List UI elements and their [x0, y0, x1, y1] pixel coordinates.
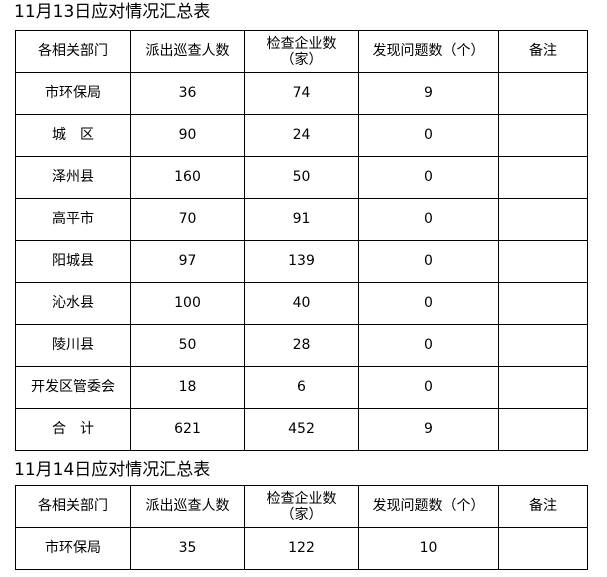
column-header: 派出巡查人数: [130, 485, 245, 528]
table-cell: 0: [358, 366, 499, 409]
table-cell: 28: [244, 324, 359, 367]
column-header: 备注: [498, 30, 588, 73]
table-cell: 9: [358, 72, 499, 115]
table-cell: 18: [130, 366, 245, 409]
table-cell: [498, 366, 588, 409]
summary-table-nov14: 各相关部门 派出巡查人数 检查企业数 （家） 发现问题数（个） 备注 市环保局 35 122 10: [15, 485, 588, 570]
header-text: 派出巡查人数: [145, 498, 230, 514]
column-header: 派出巡查人数: [130, 30, 245, 73]
table-row: 城 区 90 24 0: [15, 114, 588, 157]
table-cell: [498, 282, 588, 325]
table-row: 沁水县 100 40 0: [15, 282, 588, 325]
table-cell: 开发区管委会: [15, 366, 131, 409]
header-text: （家）: [280, 506, 323, 523]
table-cell: [498, 72, 588, 115]
table-cell: 泽州县: [15, 156, 131, 199]
table-cell: 高平市: [15, 198, 131, 241]
header-text: 备注: [529, 43, 557, 59]
table-row: 高平市 70 91 0: [15, 198, 588, 241]
table-cell: 97: [130, 240, 245, 283]
column-header: 检查企业数 （家）: [244, 30, 359, 73]
table-cell: 陵川县: [15, 324, 131, 367]
table-cell: 10: [358, 527, 499, 570]
table-cell: 9: [358, 408, 499, 451]
table-title: 11月13日应对情况汇总表: [14, 2, 211, 22]
header-row: 各相关部门 派出巡查人数 检查企业数 （家） 发现问题数（个） 备注: [15, 485, 588, 528]
table-cell: 市环保局: [15, 72, 131, 115]
header-text: 各相关部门: [38, 43, 108, 59]
table-cell: [498, 156, 588, 199]
table-cell: 74: [244, 72, 359, 115]
column-header: 发现问题数（个）: [358, 485, 499, 528]
table-cell: 50: [244, 156, 359, 199]
header-text: 备注: [529, 498, 557, 514]
table-cell: 621: [130, 408, 245, 451]
table-cell: [498, 198, 588, 241]
table-row: 阳城县 97 139 0: [15, 240, 588, 283]
table-row: 市环保局 35 122 10: [15, 527, 588, 570]
table-cell: 0: [358, 240, 499, 283]
header-text: 发现问题数（个）: [372, 43, 485, 59]
table-cell: 100: [130, 282, 245, 325]
table-cell: 市环保局: [15, 527, 131, 570]
table-cell: [498, 324, 588, 367]
table-cell: 0: [358, 198, 499, 241]
table-cell: 36: [130, 72, 245, 115]
table-cell: 沁水县: [15, 282, 131, 325]
table-cell: 35: [130, 527, 245, 570]
table-row: 开发区管委会 18 6 0: [15, 366, 588, 409]
column-header: 检查企业数 （家）: [244, 485, 359, 528]
table-cell: 城 区: [15, 114, 131, 157]
table-cell: 0: [358, 282, 499, 325]
table-cell: [498, 408, 588, 451]
header-text: （家）: [280, 51, 323, 68]
table-cell: [498, 240, 588, 283]
table-cell: 90: [130, 114, 245, 157]
summary-table-nov13: 各相关部门 派出巡查人数 检查企业数 （家） 发现问题数（个） 备注 市环保局 36 74 9 城 …: [15, 30, 588, 451]
table-cell: 0: [358, 156, 499, 199]
table-cell: 91: [244, 198, 359, 241]
column-header: 各相关部门: [15, 485, 131, 528]
header-text: 发现问题数（个）: [372, 498, 485, 514]
table-cell: 160: [130, 156, 245, 199]
header-text: 检查企业数: [266, 490, 337, 507]
table-row: 泽州县 160 50 0: [15, 156, 588, 199]
table-cell: 139: [244, 240, 359, 283]
table-cell: 合 计: [15, 408, 131, 451]
table-cell: 阳城县: [15, 240, 131, 283]
table-cell: 0: [358, 324, 499, 367]
header-text: 各相关部门: [38, 498, 108, 514]
table-cell: 452: [244, 408, 359, 451]
table-cell: [498, 114, 588, 157]
table-cell: 40: [244, 282, 359, 325]
column-header: 备注: [498, 485, 588, 528]
table-cell: 0: [358, 114, 499, 157]
table-cell: 24: [244, 114, 359, 157]
table-title: 11月14日应对情况汇总表: [14, 460, 211, 480]
table-cell: 6: [244, 366, 359, 409]
header-row: 各相关部门 派出巡查人数 检查企业数 （家） 发现问题数（个） 备注: [15, 30, 588, 73]
table-row: 陵川县 50 28 0: [15, 324, 588, 367]
table-cell: 50: [130, 324, 245, 367]
table-row: 市环保局 36 74 9: [15, 72, 588, 115]
header-text: 检查企业数: [266, 35, 337, 52]
column-header: 发现问题数（个）: [358, 30, 499, 73]
table-row: 合 计 621 452 9: [15, 408, 588, 451]
table-cell: 122: [244, 527, 359, 570]
table-cell: 70: [130, 198, 245, 241]
header-text: 派出巡查人数: [145, 43, 230, 59]
table-cell: [498, 527, 588, 570]
column-header: 各相关部门: [15, 30, 131, 73]
